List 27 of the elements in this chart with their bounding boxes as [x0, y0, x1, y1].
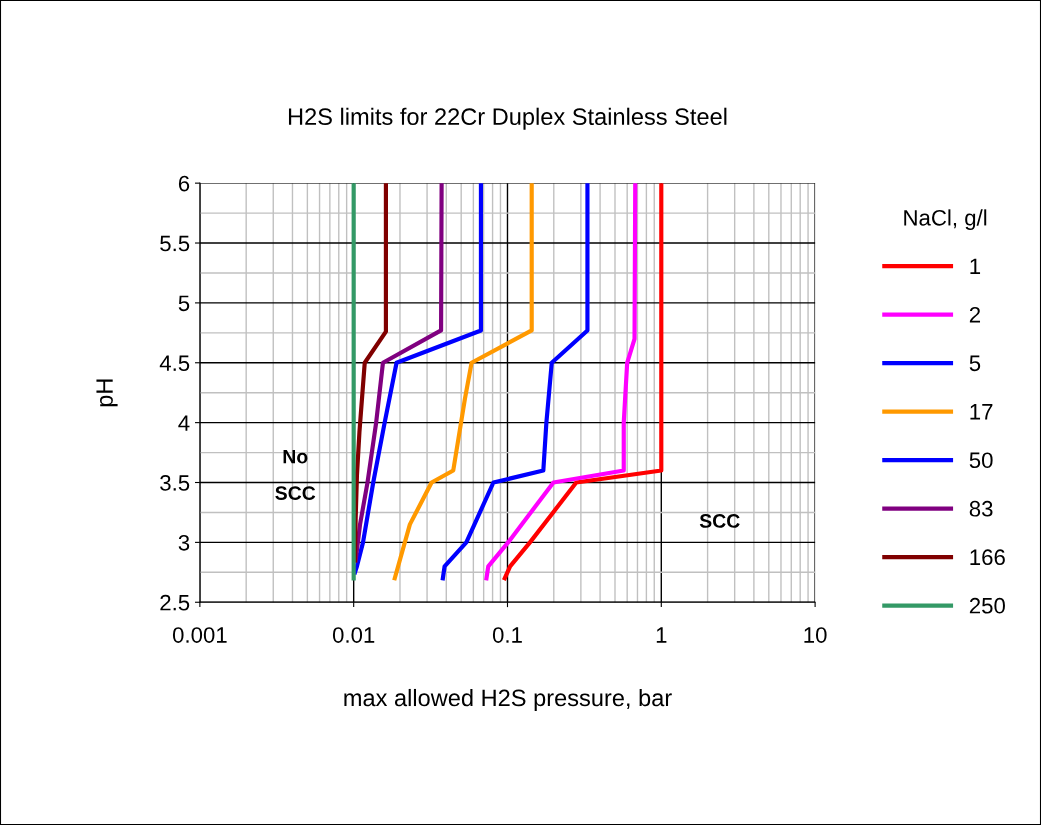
legend-label: 17 — [970, 404, 993, 420]
x-tick-label: 0.001 — [172, 627, 227, 643]
x-tick-label: 0.1 — [492, 627, 522, 643]
legend-label: 50 — [969, 452, 993, 469]
legend-label: 250 — [969, 597, 1005, 614]
x-tick-label: 0.01 — [332, 627, 375, 643]
annotation: No SCC — [275, 449, 316, 500]
y-tick-label: 3.5 — [160, 475, 190, 491]
y-tick-label: 2.5 — [160, 594, 190, 611]
legend-label: 166 — [970, 549, 1005, 566]
y-tick-label: 5 — [178, 295, 190, 312]
y-tick-label: 4.5 — [159, 355, 190, 372]
y-tick-label: 4 — [178, 415, 190, 431]
legend-label: 5 — [969, 355, 981, 372]
x-tick-label: 10 — [804, 627, 827, 643]
legend-label: 1 — [970, 258, 981, 274]
legend-label: 2 — [969, 306, 981, 323]
x-tick-label: 1 — [656, 627, 667, 643]
legend-title: NaCl, g/l — [904, 209, 987, 231]
x-axis-title: max allowed H2S pressure, bar — [344, 688, 672, 711]
y-tick-label: 3 — [178, 534, 190, 551]
legend-label: 83 — [969, 500, 993, 517]
y-tick-label: 6 — [178, 175, 190, 192]
annotation: SCC — [699, 514, 740, 528]
y-axis-title: pH — [96, 379, 118, 407]
y-tick-label: 5.5 — [160, 235, 190, 252]
chart-title: H2S limits for 22Cr Duplex Stainless Steel — [288, 107, 727, 130]
